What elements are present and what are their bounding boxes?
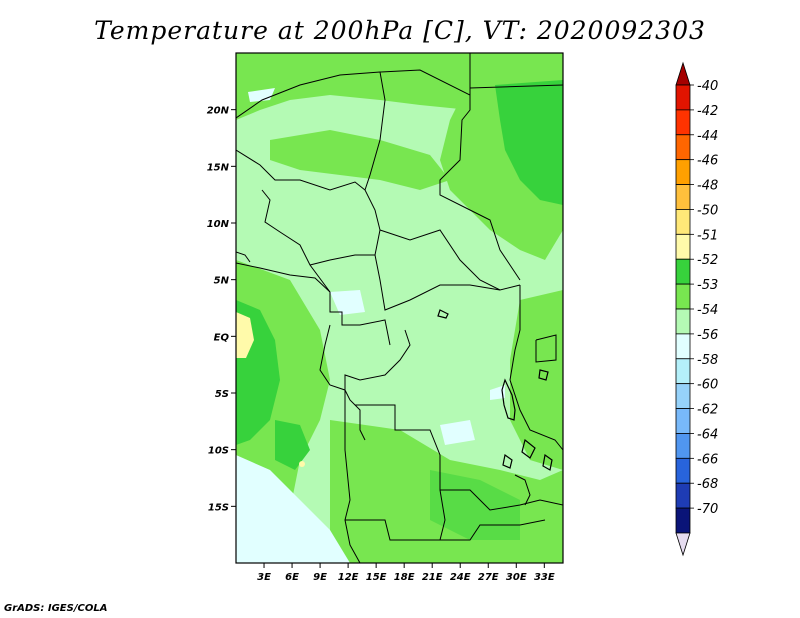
colorbar-label: -68 <box>697 477 718 492</box>
colorbar-label: -52 <box>697 253 718 268</box>
field-region-ne-core <box>495 80 563 205</box>
country-borders <box>236 53 563 563</box>
credit-label: GrADS: IGES/COLA <box>4 603 108 614</box>
lat-tick-label: 5N <box>214 276 230 287</box>
colorbar-top-arrow <box>675 61 691 86</box>
colorbar-swatch <box>675 283 691 310</box>
colorbar-swatch <box>675 159 691 185</box>
colorbar-swatch <box>675 433 691 459</box>
field-region-north <box>236 53 470 120</box>
lat-tick-label: 15N <box>207 162 230 173</box>
colorbar-swatch <box>675 134 691 161</box>
colorbar-label: -58 <box>697 353 718 368</box>
field-region-sw-core <box>275 420 310 470</box>
colorbar-label: -50 <box>697 203 718 218</box>
lat-tick-label: 15S <box>208 502 229 513</box>
colorbar-swatch <box>675 482 691 509</box>
field-region-cold-patch-1 <box>330 290 365 315</box>
colorbar-swatch <box>675 358 691 385</box>
colorbar-label: -56 <box>697 328 718 343</box>
colorbar-swatch <box>675 457 691 484</box>
field-region-central-north <box>270 130 450 190</box>
lon-tick-label: 9E <box>313 572 327 583</box>
lon-tick-label: 3E <box>257 572 271 583</box>
field-region-cold-patch-4 <box>490 385 505 400</box>
colorbar-swatch <box>675 184 691 210</box>
field-region-cold-patch-2 <box>440 420 475 445</box>
colorbar-label: -44 <box>697 129 718 144</box>
colorbar-label: -51 <box>697 228 718 243</box>
colorbar-swatch <box>675 308 691 335</box>
colorbar: -40 -42 -44 -46 -48 -50 -51 -52 -53 -54 -56 -58 -60 -… <box>675 61 718 557</box>
field-region-south-core <box>430 470 520 540</box>
lat-tick-label: 10N <box>207 219 230 230</box>
colorbar-label: -48 <box>697 179 718 194</box>
lon-tick-label: 6E <box>285 572 299 583</box>
lon-tick-label: 15E <box>366 572 387 583</box>
colorbar-label: -46 <box>697 154 718 169</box>
lon-tick-label: 18E <box>394 572 415 583</box>
colorbar-label: -42 <box>697 104 718 119</box>
lon-tick-label: 33E <box>534 572 555 583</box>
lon-tick-label: 12E <box>338 572 359 583</box>
lon-tick-label: 24E <box>450 572 471 583</box>
colorbar-swatch <box>675 408 691 434</box>
lat-tick-label: 20N <box>207 106 230 117</box>
longitude-axis: 3E 6E 9E 12E 15E 18E 21E 24E 27E 30E 33E <box>257 563 555 583</box>
colorbar-swatch <box>675 209 691 235</box>
latitude-axis: 20N 15N 10N 5N EQ 5S 10S 15S <box>207 106 236 513</box>
lat-tick-label: 10S <box>208 446 229 457</box>
colorbar-swatch <box>675 333 691 360</box>
colorbar-label: -60 <box>697 378 718 393</box>
colorbar-label: -64 <box>697 427 718 442</box>
colorbar-swatch <box>675 84 691 111</box>
field-region-sw-cold <box>236 455 350 563</box>
lon-tick-label: 27E <box>478 572 499 583</box>
colorbar-swatch <box>675 109 691 136</box>
lake-outlines <box>437 309 553 471</box>
field-region-warm-patch <box>236 312 254 358</box>
field-region-warm-dot <box>299 461 305 467</box>
field-region-cold-patch-3 <box>248 88 275 102</box>
lat-tick-label: EQ <box>214 332 230 343</box>
colorbar-label: -53 <box>697 278 718 293</box>
colorbar-label: -54 <box>697 303 718 318</box>
field-region-east <box>510 290 563 470</box>
colorbar-bottom-arrow <box>675 532 691 557</box>
colorbar-swatch <box>675 383 691 409</box>
lon-tick-label: 30E <box>506 572 527 583</box>
temperature-field <box>236 53 563 563</box>
map-frame <box>235 52 564 564</box>
colorbar-label: -66 <box>697 452 718 467</box>
colorbar-swatch <box>675 233 691 260</box>
colorbar-swatch <box>675 507 691 534</box>
colorbar-label: -70 <box>697 502 718 517</box>
colorbar-label: -62 <box>697 403 718 418</box>
lon-tick-label: 21E <box>422 572 443 583</box>
map-title: Temperature at 200hPa [C], VT: 202009230… <box>94 16 706 45</box>
colorbar-swatch <box>675 258 691 285</box>
lat-tick-label: 5S <box>215 389 229 400</box>
colorbar-label: -40 <box>697 79 718 94</box>
